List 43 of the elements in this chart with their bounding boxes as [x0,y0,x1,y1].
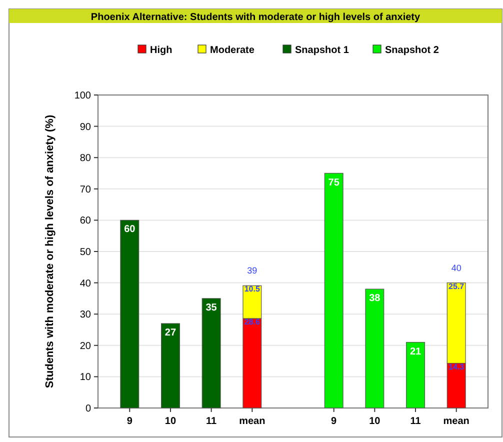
y-tick-label: 30 [80,310,92,321]
total-label: 39 [247,266,258,276]
bar [324,172,344,408]
y-axis-title: Students with moderate or high levels of anxiety (%) [44,114,56,388]
y-tick-label: 90 [80,122,92,133]
y-tick-label: 20 [80,340,92,352]
legend-label: Snapshot 1 [295,45,350,56]
y-tick-label: 60 [80,216,92,227]
data-label: 28.6 [244,318,260,327]
x-tick-label: 11 [410,416,422,427]
bar [406,342,425,408]
x-tick-label: 9 [126,416,133,427]
x-tick-label: 10 [369,416,381,427]
data-label: 10.5 [244,284,260,294]
x-tick-label: mean [443,416,470,427]
total-label: 40 [451,262,462,273]
y-tick-label: 50 [80,247,92,258]
bar [202,298,221,408]
x-tick-label: 11 [206,416,218,427]
x-tick-label: 10 [164,416,176,427]
y-tick-label: 100 [74,90,92,102]
data-label: 27 [164,327,176,338]
legend-label: Snapshot 2 [385,45,440,56]
legend-label: Moderate [210,45,255,56]
data-label: 25.7 [448,282,465,291]
x-tick-label: mean [239,416,266,427]
data-label: 14.3 [448,362,465,372]
y-tick-label: 0 [85,404,92,414]
y-tick-label: 40 [80,278,92,290]
y-tick-label: 70 [80,184,92,196]
legend-label: High [150,45,172,56]
y-tick-label: 10 [80,372,92,384]
x-tick-label: 9 [331,416,338,427]
data-label: 60 [124,224,136,236]
data-label: 35 [206,302,218,314]
data-label: 38 [369,293,381,304]
bar [161,323,180,408]
bar [120,220,140,408]
data-label: 75 [328,177,340,188]
bar [365,288,384,408]
data-label: 21 [410,346,422,358]
chart-title: Phoenix Alternative: Students with moderate or high levels of anxiety [90,12,421,23]
y-tick-label: 80 [80,153,92,164]
